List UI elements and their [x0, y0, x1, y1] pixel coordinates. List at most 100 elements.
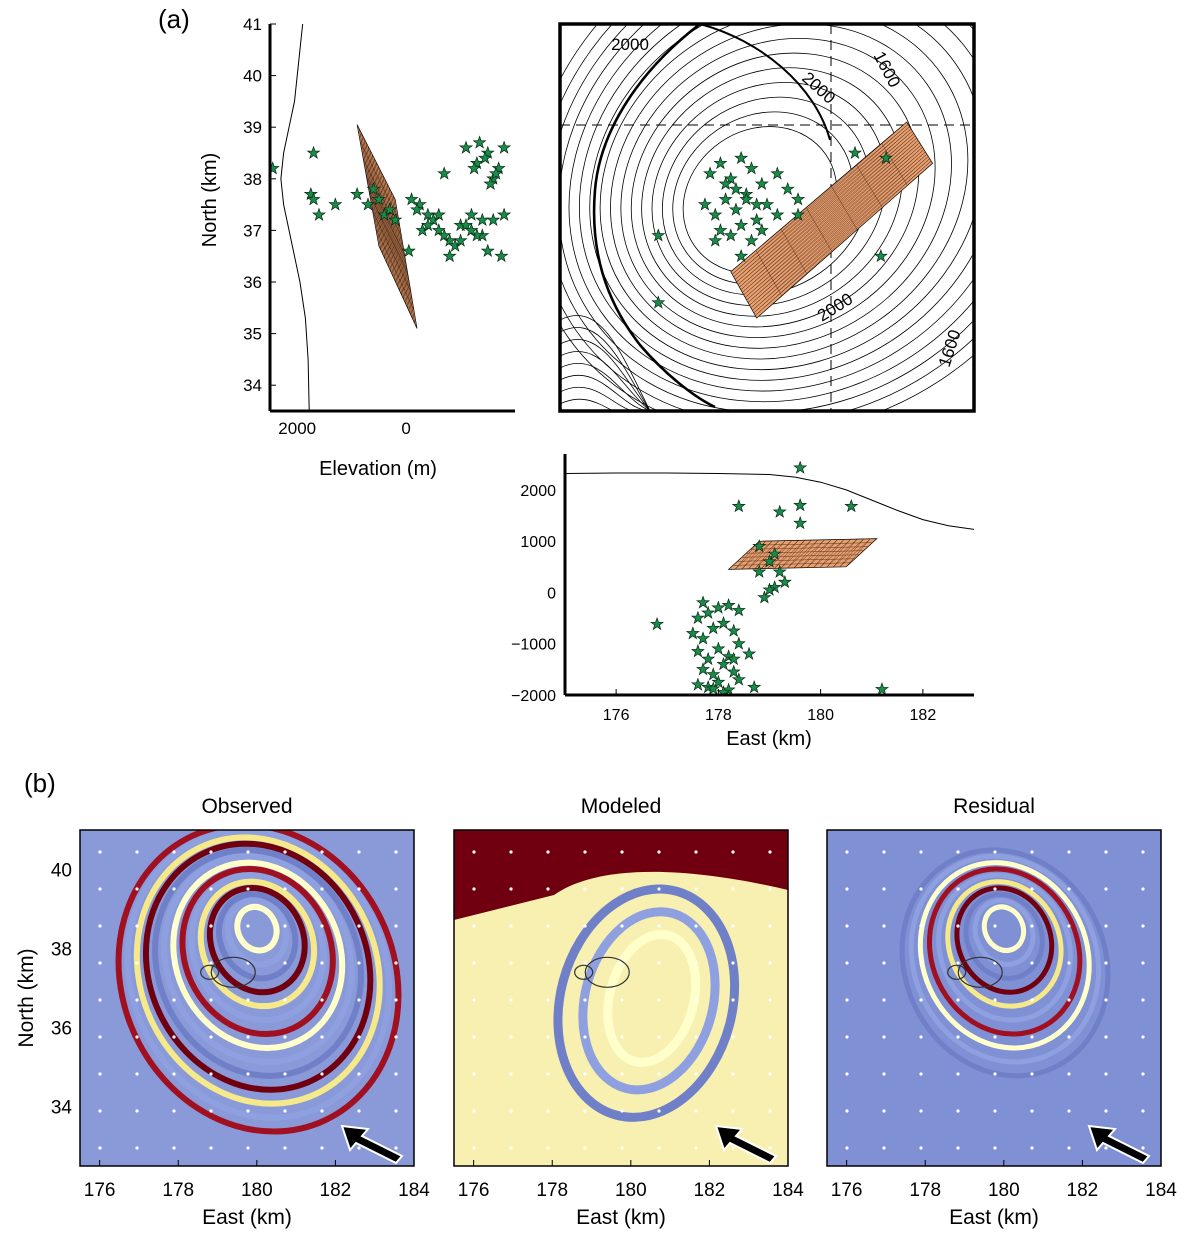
sample-point [845, 961, 849, 965]
x-tick-label: 176 [831, 1180, 863, 1201]
sample-point [731, 1035, 735, 1039]
x-tick-label: 178 [705, 707, 732, 724]
mesh-line [734, 126, 910, 280]
sample-point [882, 1035, 886, 1039]
sample-point [694, 887, 698, 891]
sample-point [283, 924, 287, 928]
sample-point [320, 1072, 324, 1076]
mesh-line [756, 160, 932, 319]
x-tick-label: 182 [1067, 1180, 1099, 1201]
sample-point [1067, 1035, 1071, 1039]
fringe [197, 878, 318, 1010]
sample-point [209, 1109, 213, 1113]
sample-point [845, 998, 849, 1002]
sample-point [845, 850, 849, 854]
sample-point [172, 850, 176, 854]
sample-point [731, 1072, 735, 1076]
mesh-line [382, 174, 407, 306]
sample-point [98, 1035, 102, 1039]
x-tick-labels: 2000 0 [278, 419, 411, 438]
fringe [170, 859, 346, 1051]
sample-point [172, 1109, 176, 1113]
earthquake-event [755, 223, 769, 236]
mesh-line [390, 191, 416, 324]
sample-point [1104, 998, 1108, 1002]
mesh-line [382, 174, 405, 301]
sample-point [546, 850, 550, 854]
sample-point [135, 1109, 139, 1113]
earthquake-event [781, 182, 795, 195]
earthquake-event [696, 596, 710, 609]
mesh-line [746, 147, 923, 301]
sample-point [993, 998, 997, 1002]
sample-point [472, 924, 476, 928]
sample-point [993, 1109, 997, 1113]
residual-interferogram: Residual 176 178 180 182 184 East (km) [826, 795, 1177, 1229]
east-elevation-plot: −2000 −1000 0 1000 2000 176 178 180 182 East (k… [511, 454, 974, 750]
mesh-line [742, 137, 917, 293]
sample-point [583, 924, 587, 928]
mesh-line [367, 145, 390, 269]
x-tick-label: 178 [909, 1180, 941, 1201]
earthquake-event [691, 644, 705, 657]
mesh-line [774, 540, 799, 569]
sample-point [172, 924, 176, 928]
earthquake-event [760, 197, 774, 211]
sample-point [135, 998, 139, 1002]
contour-line [560, 350, 651, 411]
contour-line [560, 24, 974, 411]
sample-point [620, 1109, 624, 1113]
earthquake-event [475, 213, 489, 226]
sample-point [1104, 850, 1108, 854]
sample-point [283, 1109, 287, 1113]
sample-point [882, 961, 886, 965]
sample-point [882, 1146, 886, 1150]
y-tick-label: 40 [51, 861, 72, 882]
sample-point [620, 850, 624, 854]
mesh-line [793, 539, 819, 569]
mesh-line [750, 153, 927, 308]
sample-point [472, 961, 476, 965]
contour-line [560, 362, 651, 411]
sample-point [768, 961, 772, 965]
earthquake-event [732, 603, 746, 616]
contour-line [560, 386, 650, 411]
earthquake-event [745, 234, 758, 247]
panel-title: Residual [953, 795, 1035, 818]
sample-point [993, 1072, 997, 1076]
sample-point [620, 924, 624, 928]
sample-point [993, 924, 997, 928]
sample-point [919, 850, 923, 854]
decorrelated-zone [454, 830, 788, 920]
sample-point [246, 850, 250, 854]
sample-point [657, 1072, 661, 1076]
mesh-line [755, 160, 932, 316]
y-tick-label: 36 [51, 1019, 72, 1040]
sample-point [956, 998, 960, 1002]
sample-point [956, 924, 960, 928]
sample-point [98, 850, 102, 854]
earthquake-event [770, 208, 784, 221]
mesh-line [378, 166, 401, 292]
earthquake-event [773, 505, 787, 518]
sample-point [956, 1035, 960, 1039]
sample-point [1030, 1072, 1034, 1076]
sample-point [1104, 924, 1108, 928]
sample-point [320, 1109, 324, 1113]
sample-point [1030, 998, 1034, 1002]
sample-point [472, 998, 476, 1002]
sample-point [283, 850, 287, 854]
sample-point [1067, 1072, 1071, 1076]
mesh-line [800, 539, 825, 568]
sample-point [583, 961, 587, 965]
sample-point [583, 998, 587, 1002]
sample-point [246, 1072, 250, 1076]
mesh-line [734, 128, 912, 280]
mesh-line [839, 538, 864, 568]
fringe [553, 884, 740, 1122]
mesh-line [367, 145, 392, 274]
mesh-line [390, 191, 413, 320]
mesh-line [747, 147, 923, 303]
mesh-line [819, 539, 845, 568]
y-tick-labels: 34 36 38 40 [51, 861, 73, 1119]
